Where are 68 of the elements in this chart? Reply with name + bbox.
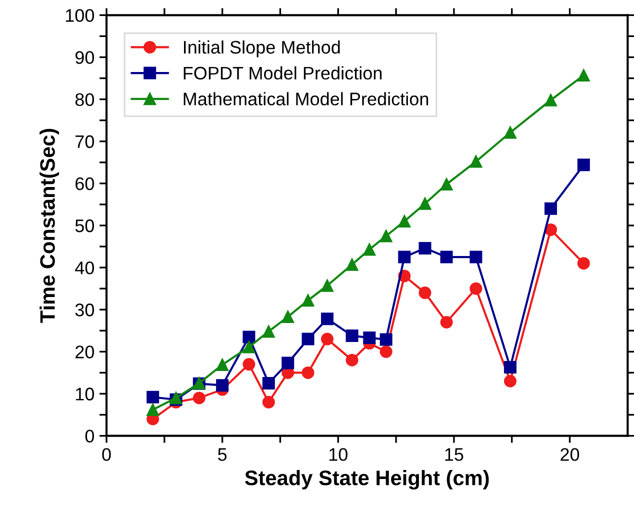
point	[320, 332, 334, 346]
legend-label: Mathematical Model Prediction	[184, 92, 428, 106]
y-tick-label: 50	[75, 219, 94, 232]
y-tick-label: 80	[75, 93, 94, 106]
point	[418, 242, 432, 254]
point	[146, 390, 160, 404]
point	[242, 358, 256, 371]
y-tick-label: 60	[76, 177, 94, 190]
point	[192, 392, 206, 404]
point	[363, 243, 376, 256]
point	[320, 279, 334, 292]
point	[504, 126, 516, 139]
point	[544, 202, 558, 215]
y-axis-title: Time Constant(Sec)	[40, 128, 60, 323]
point	[282, 310, 294, 324]
point	[380, 333, 392, 346]
point	[242, 340, 256, 354]
x-tick-label: 15	[445, 448, 464, 461]
y-tick-label: 90	[75, 51, 94, 64]
legend-label: Initial Slope Method	[184, 40, 340, 58]
point	[440, 250, 453, 264]
y-tick-label: 100	[66, 9, 94, 22]
point	[146, 403, 160, 416]
x-tick-label: 20	[560, 448, 580, 461]
point	[242, 330, 256, 344]
point	[380, 230, 392, 242]
point	[577, 257, 590, 270]
point	[216, 358, 229, 371]
point	[398, 215, 411, 228]
point	[216, 379, 229, 392]
y-tick-label: 30	[75, 304, 94, 316]
x-tick-label: 5	[218, 448, 227, 461]
point	[470, 155, 482, 168]
point	[346, 329, 358, 342]
point	[262, 376, 275, 390]
point	[302, 366, 314, 379]
point	[470, 250, 482, 264]
point	[418, 197, 432, 210]
point	[470, 282, 482, 295]
y-tick-label: 40	[75, 261, 94, 274]
point	[320, 312, 334, 326]
point	[440, 178, 453, 191]
point	[302, 294, 314, 307]
point	[577, 158, 590, 172]
point	[262, 325, 275, 338]
point	[302, 332, 314, 346]
point	[418, 286, 432, 300]
x-tick-label: 10	[329, 448, 348, 461]
y-tick-label: 20	[76, 346, 94, 358]
point	[380, 345, 392, 358]
point	[363, 332, 376, 344]
point	[544, 223, 558, 236]
legend-label: FOPDT Model Prediction	[184, 66, 382, 80]
point	[346, 258, 358, 271]
y-tick-label: 10	[76, 388, 94, 400]
point	[282, 356, 294, 370]
point	[544, 94, 558, 106]
x-axis-title: Steady State Height (cm)	[244, 470, 489, 490]
point	[504, 360, 516, 374]
point	[577, 69, 590, 82]
point	[440, 316, 453, 328]
point	[504, 374, 516, 388]
x-tick-label: 0	[102, 448, 111, 461]
y-tick-label: 0	[85, 430, 94, 443]
point	[262, 396, 275, 408]
point	[398, 250, 411, 264]
y-tick-label: 70	[76, 135, 94, 148]
point	[346, 354, 358, 366]
